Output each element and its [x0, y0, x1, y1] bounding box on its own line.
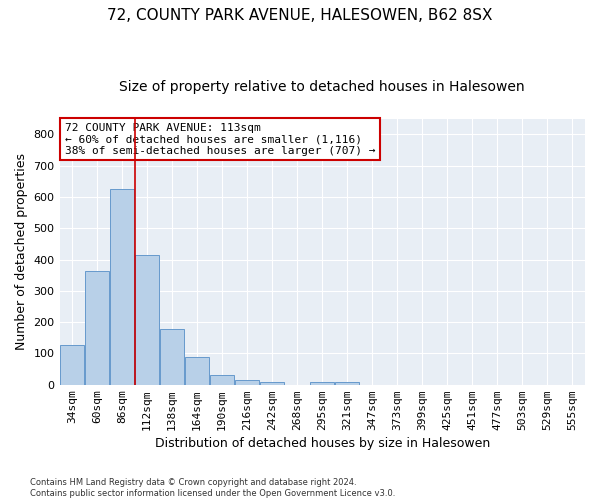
Bar	[185, 356, 209, 384]
Title: Size of property relative to detached houses in Halesowen: Size of property relative to detached ho…	[119, 80, 525, 94]
Text: 72 COUNTY PARK AVENUE: 113sqm
← 60% of detached houses are smaller (1,116)
38% o: 72 COUNTY PARK AVENUE: 113sqm ← 60% of d…	[65, 123, 375, 156]
Bar	[235, 380, 259, 384]
Bar	[260, 382, 284, 384]
Text: Contains HM Land Registry data © Crown copyright and database right 2024.
Contai: Contains HM Land Registry data © Crown c…	[30, 478, 395, 498]
Bar	[110, 189, 134, 384]
Text: 72, COUNTY PARK AVENUE, HALESOWEN, B62 8SX: 72, COUNTY PARK AVENUE, HALESOWEN, B62 8…	[107, 8, 493, 22]
Y-axis label: Number of detached properties: Number of detached properties	[15, 153, 28, 350]
X-axis label: Distribution of detached houses by size in Halesowen: Distribution of detached houses by size …	[155, 437, 490, 450]
Bar	[310, 382, 334, 384]
Bar	[160, 329, 184, 384]
Bar	[210, 374, 234, 384]
Bar	[60, 344, 84, 385]
Bar	[85, 270, 109, 384]
Bar	[335, 382, 359, 384]
Bar	[135, 255, 159, 384]
